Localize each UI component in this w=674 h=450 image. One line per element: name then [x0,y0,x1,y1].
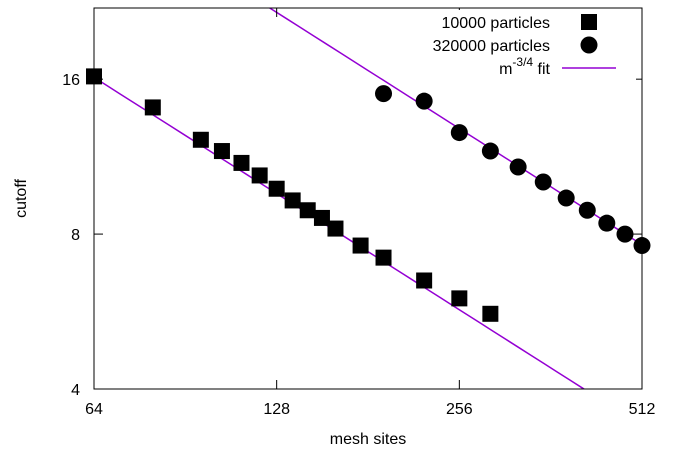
legend-label-320000-particles: 320000 particles [433,38,550,55]
fit-lines [94,8,642,389]
fit-line-1 [94,76,586,389]
fit-line-2 [268,8,642,246]
marker-10000-particles-2 [144,99,161,116]
legend-label-fit: m-3/4 fit [499,55,550,78]
marker-10000-particles-8 [284,192,301,209]
legend: 10000 particles 320000 particles m-3/4 f… [400,10,636,80]
y-axis-label: cutoff [13,179,30,218]
legend-fit-base: m [499,61,512,78]
plot-frame [93,7,643,390]
x-tick-label: 256 [446,401,473,418]
marker-10000-particles-6 [251,167,268,184]
marker-10000-particles-13 [375,249,392,266]
marker-320000-particles-3 [450,124,468,142]
marker-320000-particles-8 [578,201,596,219]
marker-10000-particles-3 [192,131,209,148]
y-tick-label: 4 [71,382,80,399]
legend-fit-exponent: -3/4 [512,55,533,69]
marker-320000-particles-6 [534,173,552,191]
marker-10000-particles-4 [213,143,230,160]
marker-320000-particles-10 [616,225,634,243]
x-tick-label: 128 [263,401,290,418]
x-tick-label: 512 [629,401,656,418]
marker-320000-particles-7 [557,189,575,207]
marker-320000-particles-2 [415,92,433,110]
marker-10000-particles-9 [299,202,316,219]
x-tick-label: 64 [85,401,103,418]
marker-10000-particles-16 [482,305,499,322]
marker-10000-particles-7 [268,180,285,197]
legend-circle-marker [580,36,598,54]
x-axis-label: mesh sites [330,431,406,448]
marker-320000-particles-5 [509,158,527,176]
legend-fit-suffix: fit [533,61,550,78]
y-tick-label: 8 [71,227,80,244]
legend-square-marker [581,14,597,30]
marker-10000-particles-12 [352,237,369,254]
marker-320000-particles-1 [375,85,393,103]
marker-10000-particles-11 [327,220,344,237]
marker-10000-particles-15 [451,290,468,307]
y-tick-label: 16 [62,72,80,89]
marker-320000-particles-4 [481,142,499,160]
axis-ticks: 64 128 256 512 4 8 16 [62,8,655,418]
legend-label-10000-particles: 10000 particles [441,15,550,32]
marker-10000-particles-10 [313,209,330,226]
marker-10000-particles-5 [233,154,250,171]
marker-320000-particles-9 [598,214,616,232]
marker-10000-particles-14 [416,272,433,289]
data-markers [86,68,651,322]
